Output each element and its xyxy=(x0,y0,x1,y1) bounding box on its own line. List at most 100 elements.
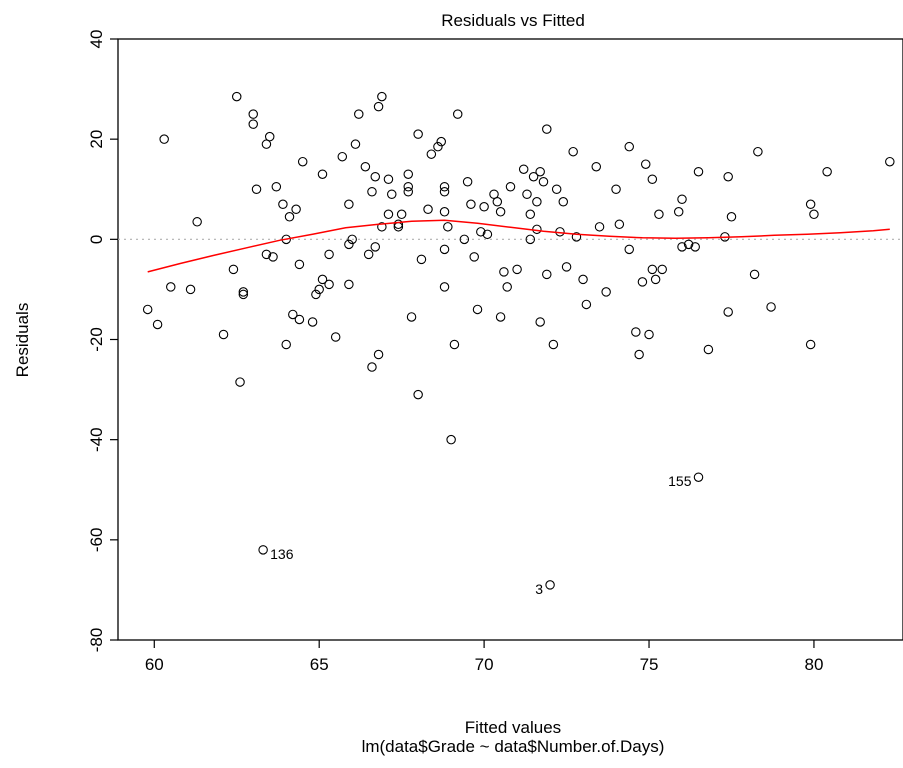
data-point xyxy=(525,209,536,220)
data-point xyxy=(532,197,542,207)
x-tick-label: 80 xyxy=(804,655,823,674)
data-point xyxy=(885,156,895,167)
data-point xyxy=(459,234,470,245)
data-point xyxy=(505,181,516,192)
data-point xyxy=(383,174,394,184)
data-point xyxy=(809,209,819,220)
data-point xyxy=(281,339,291,350)
data-point xyxy=(439,181,450,192)
data-point xyxy=(387,189,397,200)
data-point xyxy=(324,279,334,290)
data-point xyxy=(284,212,295,222)
data-point xyxy=(238,289,249,300)
data-point xyxy=(406,312,417,322)
data-point xyxy=(479,202,489,212)
data-point xyxy=(535,317,545,327)
y-axis: -80 -60 -40 -20 0 20 40 xyxy=(87,30,118,652)
y-axis-label: Residuals xyxy=(13,303,32,378)
y-tick-label: -20 xyxy=(87,327,106,352)
data-point xyxy=(469,252,479,262)
data-point xyxy=(726,212,737,222)
data-point xyxy=(377,222,387,232)
data-point xyxy=(307,317,318,327)
data-point xyxy=(360,161,371,172)
data-point xyxy=(568,146,578,157)
point-labels: 136 3 155 xyxy=(270,473,692,597)
data-point xyxy=(248,119,258,129)
data-point xyxy=(723,171,733,182)
data-point xyxy=(805,339,816,350)
data-point xyxy=(766,302,776,312)
data-point xyxy=(561,262,572,272)
x-tick-label: 75 xyxy=(640,655,659,674)
data-point xyxy=(443,222,453,232)
data-point xyxy=(591,161,602,172)
data-point xyxy=(291,204,301,215)
data-point xyxy=(749,269,760,280)
data-point xyxy=(231,91,242,102)
data-point xyxy=(393,219,404,230)
data-point xyxy=(185,284,196,295)
data-point xyxy=(624,244,634,255)
data-point xyxy=(264,131,275,142)
data-point xyxy=(294,259,305,270)
data-point xyxy=(413,389,423,400)
data-point xyxy=(278,199,288,210)
data-point xyxy=(650,274,661,285)
data-point xyxy=(532,224,542,235)
x-tick-label: 70 xyxy=(475,655,494,674)
data-point xyxy=(644,329,654,340)
data-point xyxy=(218,329,229,340)
y-tick-label: 20 xyxy=(87,130,106,149)
data-point xyxy=(703,344,714,355)
data-point xyxy=(288,309,298,320)
data-point xyxy=(350,139,361,149)
data-point xyxy=(693,472,704,482)
x-axis-label: Fitted values xyxy=(465,718,561,737)
data-point xyxy=(640,159,651,169)
data-point xyxy=(337,151,348,162)
data-point xyxy=(581,299,592,310)
data-point xyxy=(261,249,272,260)
data-point xyxy=(370,171,381,182)
data-point xyxy=(311,289,321,300)
data-point xyxy=(673,207,684,217)
data-points xyxy=(142,91,895,590)
data-point xyxy=(647,174,658,184)
data-point xyxy=(439,207,450,217)
data-point xyxy=(268,252,278,262)
data-point xyxy=(683,239,694,250)
data-point xyxy=(647,264,658,275)
data-point xyxy=(192,217,202,227)
plot-frame xyxy=(117,38,903,641)
data-point xyxy=(446,434,456,445)
data-point xyxy=(426,149,437,159)
data-point xyxy=(535,166,545,177)
data-point xyxy=(439,282,450,292)
data-point xyxy=(235,377,245,387)
data-point xyxy=(466,199,476,210)
data-point xyxy=(482,229,493,240)
data-point xyxy=(403,187,414,197)
data-point xyxy=(462,176,473,187)
data-point xyxy=(439,187,450,197)
data-point xyxy=(314,284,324,295)
y-tick-label: 40 xyxy=(87,30,106,49)
data-point xyxy=(413,129,423,139)
data-point xyxy=(354,109,364,119)
chart-title: Residuals vs Fitted xyxy=(441,11,585,30)
data-point xyxy=(344,239,354,250)
data-point xyxy=(367,187,377,197)
data-point xyxy=(542,124,552,134)
data-point xyxy=(251,184,262,195)
data-point xyxy=(317,274,328,285)
data-point xyxy=(347,234,357,245)
data-point xyxy=(690,242,700,252)
data-point xyxy=(492,197,503,207)
data-point xyxy=(611,184,621,195)
data-point xyxy=(403,181,414,192)
data-point xyxy=(601,287,611,297)
data-point xyxy=(367,362,377,372)
data-point xyxy=(297,156,308,167)
data-point xyxy=(502,282,512,292)
